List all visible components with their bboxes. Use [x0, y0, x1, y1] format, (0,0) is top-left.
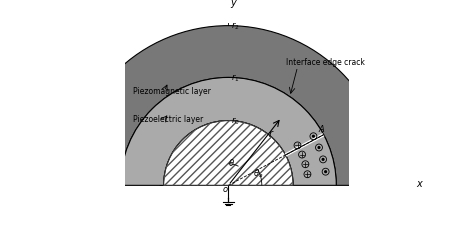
Circle shape — [325, 171, 327, 173]
Circle shape — [312, 135, 314, 137]
Text: $A$: $A$ — [318, 123, 326, 134]
Wedge shape — [164, 121, 293, 185]
Text: Interface edge crack: Interface edge crack — [286, 58, 365, 67]
Circle shape — [318, 147, 320, 148]
Text: $r_0$: $r_0$ — [231, 116, 240, 127]
Wedge shape — [120, 78, 336, 185]
Text: Piezoelectric layer: Piezoelectric layer — [133, 115, 203, 124]
Text: $o$: $o$ — [222, 185, 229, 194]
Text: $r_2$: $r_2$ — [231, 21, 239, 32]
Text: $r$: $r$ — [268, 128, 274, 139]
Wedge shape — [69, 26, 388, 185]
Circle shape — [322, 158, 324, 160]
Text: $r_1$: $r_1$ — [231, 73, 239, 84]
Text: $x$: $x$ — [416, 179, 424, 189]
Text: $\theta_a$: $\theta_a$ — [253, 168, 263, 180]
Text: Piezomagnetic layer: Piezomagnetic layer — [133, 87, 210, 96]
Text: $\theta$: $\theta$ — [228, 157, 235, 168]
Text: $y$: $y$ — [230, 0, 238, 10]
